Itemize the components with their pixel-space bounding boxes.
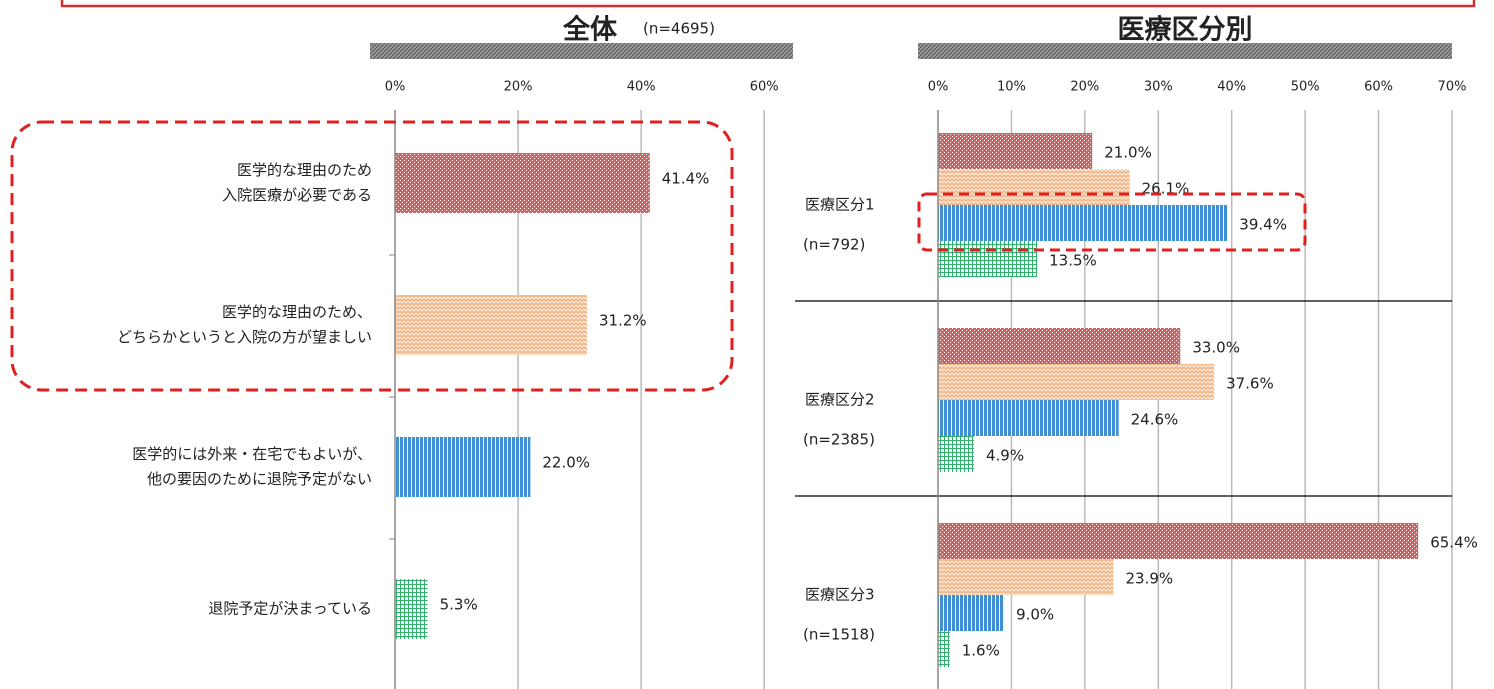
category-label: 医療区分1	[805, 196, 875, 214]
category-label: 入院医療が必要である	[222, 186, 372, 204]
x-tick-label: 60%	[750, 80, 779, 95]
value-label: 23.9%	[1125, 570, 1173, 588]
value-label: 4.9%	[986, 447, 1024, 465]
bar	[938, 169, 1130, 205]
x-tick-label: 70%	[1438, 80, 1467, 95]
chart-title: 医療区分別	[1118, 15, 1253, 46]
value-label: 13.5%	[1049, 252, 1097, 270]
value-label: 65.4%	[1430, 534, 1478, 552]
value-label: 21.0%	[1104, 144, 1152, 162]
x-tick-label: 10%	[997, 80, 1026, 95]
bar	[938, 631, 950, 667]
bar	[938, 328, 1181, 364]
value-label: 1.6%	[962, 642, 1000, 660]
bar	[938, 364, 1215, 400]
value-label: 24.6%	[1131, 411, 1179, 429]
category-label: 退院予定が決まっている	[208, 600, 372, 618]
bar	[938, 436, 974, 472]
title-band	[918, 43, 1452, 59]
chart-title: 全体	[562, 14, 618, 46]
highlight-box	[917, 192, 1307, 252]
bar	[938, 400, 1119, 436]
value-label: 31.2%	[599, 312, 647, 330]
category-note: (n=792)	[803, 236, 865, 254]
value-label: 41.4%	[662, 170, 710, 188]
highlight-box	[10, 120, 734, 392]
bar	[938, 133, 1093, 169]
category-label: 医療区分3	[805, 586, 875, 604]
category-label: 医学的な理由のため、	[222, 303, 372, 321]
bar	[395, 437, 531, 497]
bar	[395, 579, 428, 639]
bar	[395, 153, 650, 213]
x-tick-label: 20%	[504, 80, 533, 95]
category-label: 医学的には外来・在宅でもよいが、	[132, 445, 372, 463]
category-label: 他の要因のために退院予定がない	[147, 470, 372, 488]
x-tick-label: 50%	[1291, 80, 1320, 95]
title-band	[370, 43, 793, 59]
value-label: 39.4%	[1239, 216, 1287, 234]
chart-subtitle: (n=4695)	[643, 20, 715, 38]
value-label: 22.0%	[542, 454, 590, 472]
category-note: (n=2385)	[803, 431, 875, 449]
bar	[395, 295, 587, 355]
value-label: 37.6%	[1226, 375, 1274, 393]
bar	[938, 559, 1114, 595]
bar	[938, 523, 1419, 559]
bar	[938, 241, 1038, 277]
x-tick-label: 20%	[1070, 80, 1099, 95]
x-tick-label: 40%	[627, 80, 656, 95]
x-tick-label: 0%	[385, 80, 406, 95]
top-frame	[60, 0, 1476, 8]
value-label: 5.3%	[440, 596, 478, 614]
category-label: 医学的な理由のため	[237, 161, 372, 179]
x-tick-label: 30%	[1144, 80, 1173, 95]
x-tick-label: 0%	[928, 80, 949, 95]
value-label: 26.1%	[1142, 180, 1190, 198]
bar	[938, 205, 1228, 241]
x-tick-label: 60%	[1364, 80, 1393, 95]
value-label: 9.0%	[1016, 606, 1054, 624]
bar	[938, 595, 1005, 631]
x-tick-label: 40%	[1217, 80, 1246, 95]
category-note: (n=1518)	[803, 626, 875, 644]
category-label: 医療区分2	[805, 391, 875, 409]
value-label: 33.0%	[1192, 339, 1240, 357]
category-label: どちらかというと入院の方が望ましい	[117, 328, 372, 346]
